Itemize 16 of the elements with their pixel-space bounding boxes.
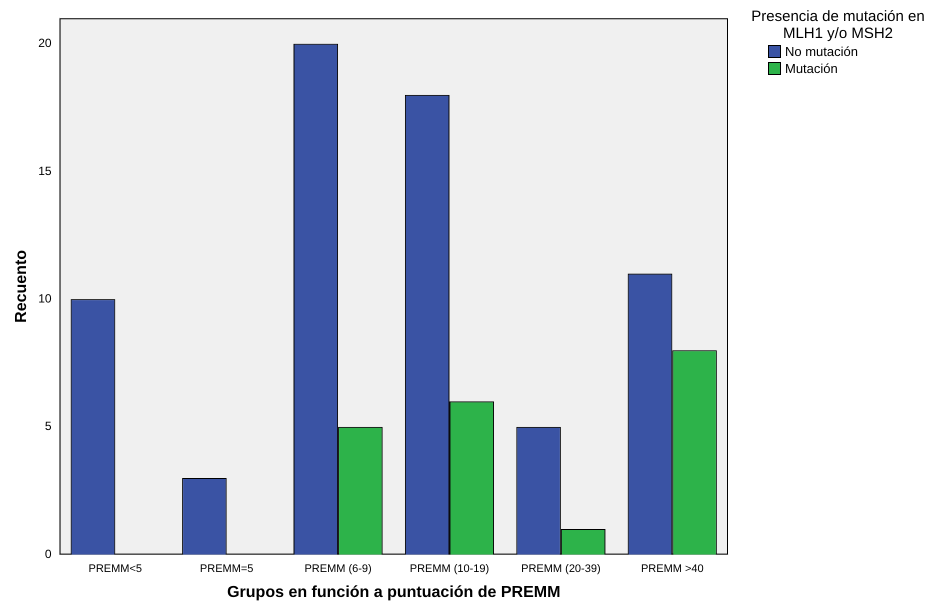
x-tick-label: PREMM<5	[88, 563, 142, 576]
y-axis-title: Recuento	[13, 250, 30, 323]
legend-label: No mutación	[785, 44, 858, 59]
x-tick-label: PREMM (20-39)	[521, 563, 601, 576]
y-tick-label: 0	[44, 546, 52, 561]
y-tick-label: 20	[38, 36, 52, 50]
legend-label: Mutación	[785, 61, 838, 76]
y-tick-label: 15	[38, 164, 52, 178]
x-axis-title: Grupos en función a puntuación de PREMM	[227, 584, 560, 601]
legend-title: Presencia de mutación en MLH1 y/o MSH2	[750, 8, 926, 42]
x-tick-label: PREMM (10-19)	[410, 563, 490, 576]
y-tick-label: 5	[44, 419, 52, 434]
x-tick-label: PREMM >40	[640, 563, 704, 576]
x-tick-label: PREMM (6-9)	[304, 563, 372, 576]
x-tick-label: PREMM=5	[200, 563, 254, 576]
y-tick-label: 10	[38, 291, 52, 306]
